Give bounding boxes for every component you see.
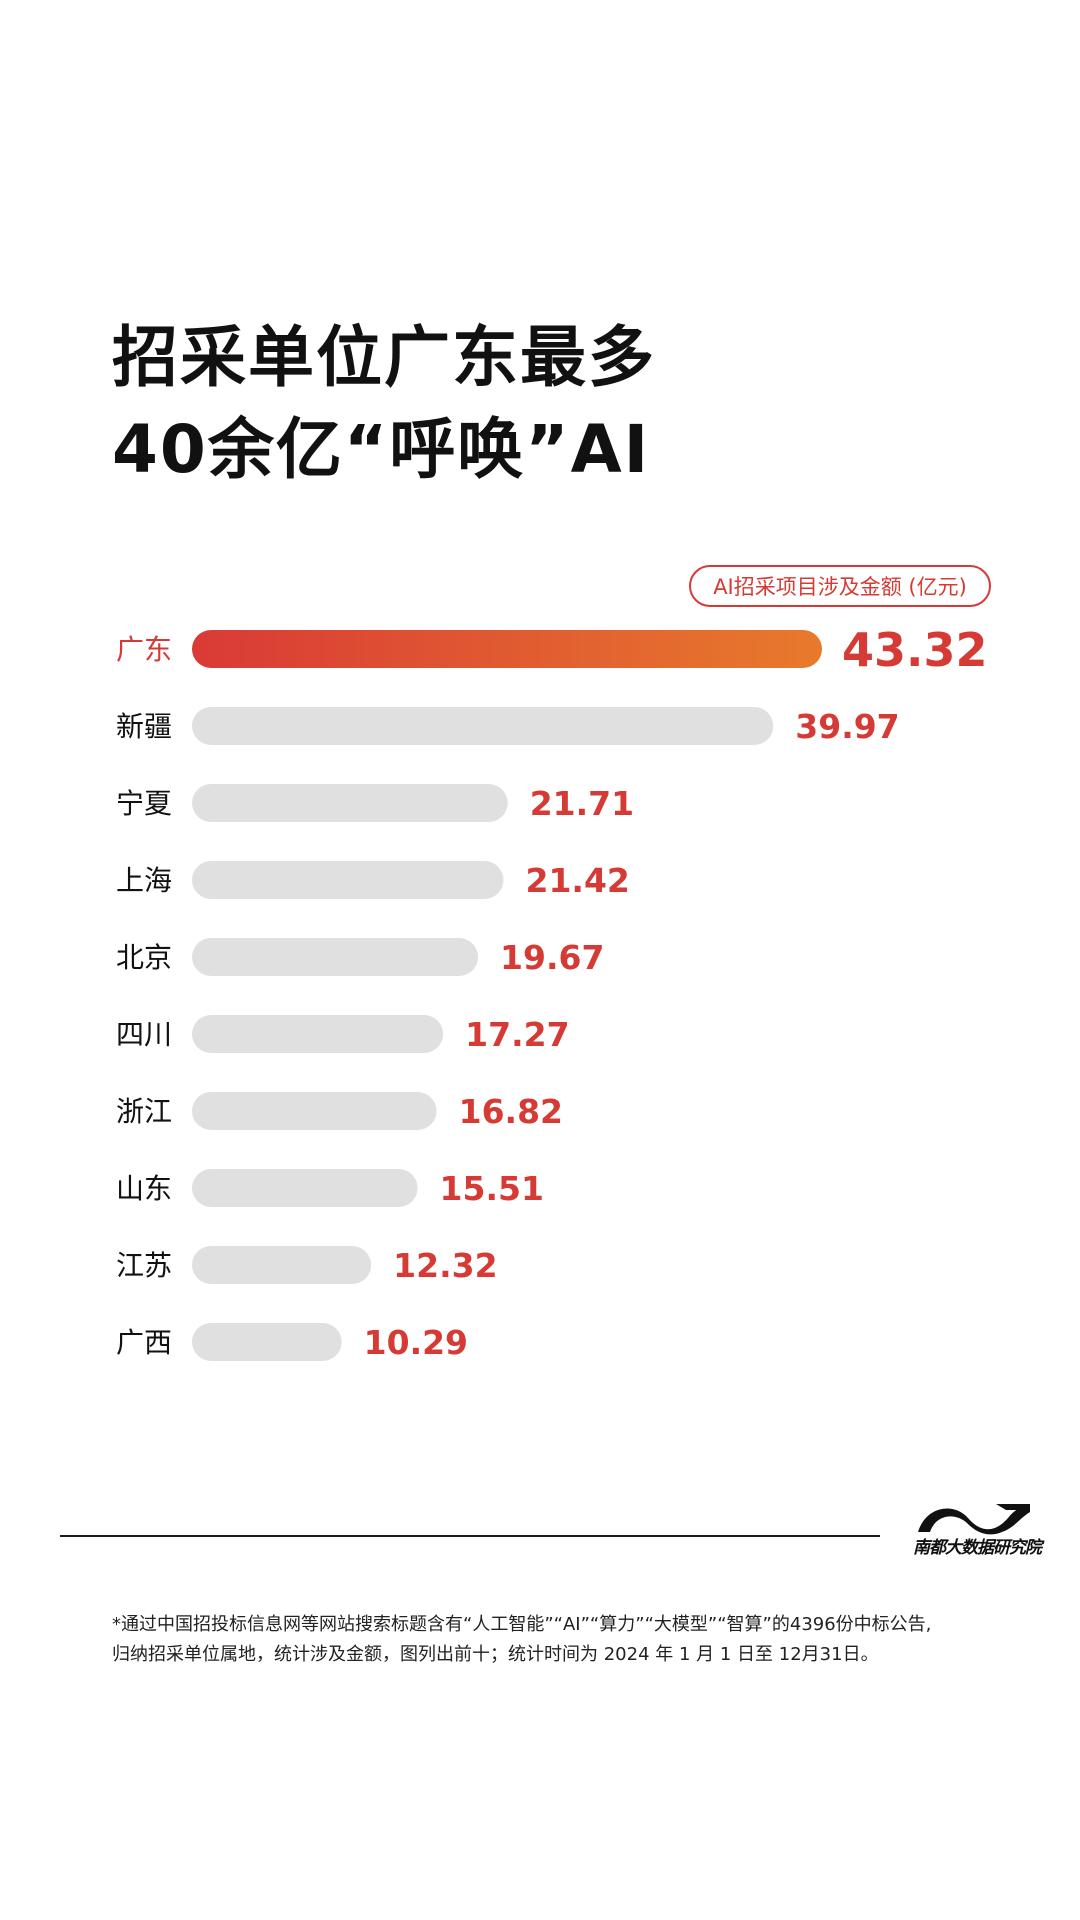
category-label: 江苏 (116, 1249, 172, 1282)
footnote: *通过中国招投标信息网等网站搜索标题含有“人工智能”“AI”“算力”“大模型”“… (112, 1610, 1042, 1670)
category-label: 四川 (116, 1018, 172, 1051)
category-label: 宁夏 (116, 787, 172, 820)
bar (192, 630, 822, 668)
category-label: 北京 (116, 941, 172, 974)
bar (192, 1015, 444, 1053)
value-label: 12.32 (393, 1246, 497, 1285)
bar (192, 1092, 437, 1130)
bar (192, 861, 504, 899)
logo-text: 南都大数据研究院 (913, 1538, 1042, 1558)
value-label: 16.82 (459, 1092, 563, 1131)
legend-pill: AI招采项目涉及金额 (亿元) (689, 565, 991, 607)
footnote-line-1: *通过中国招投标信息网等网站搜索标题含有“人工智能”“AI”“算力”“大模型”“… (112, 1614, 932, 1635)
bar (192, 1323, 342, 1361)
bar (192, 938, 479, 976)
page-title: 招采单位广东最多 40余亿“呼唤”AI (112, 312, 656, 496)
legend-pill-border (689, 565, 991, 607)
bar (192, 1246, 372, 1284)
bar (192, 784, 508, 822)
bar (192, 707, 774, 745)
footnote-line-2: 归纳招采单位属地，统计涉及金额，图列出前十；统计时间为 2024 年 1 月 1… (112, 1644, 879, 1665)
category-label: 上海 (116, 864, 172, 897)
value-label: 21.71 (530, 784, 634, 823)
value-label: 15.51 (440, 1169, 544, 1208)
value-label: 21.42 (526, 861, 630, 900)
nandu-wave-logo-icon (918, 1504, 1030, 1535)
value-label: 43.32 (842, 623, 988, 677)
bar-chart: AI招采项目涉及金额 (亿元) 广东 43.32 新疆 39.97 宁夏 21.71 上海 2… (116, 565, 991, 1362)
value-label: 19.67 (500, 938, 604, 977)
category-label: 广东 (116, 633, 172, 666)
value-label: 39.97 (795, 707, 899, 746)
title-line-2: 40余亿“呼唤”AI (112, 411, 651, 488)
category-label: 山东 (116, 1172, 172, 1205)
footer-divider (60, 1535, 880, 1537)
category-label: 新疆 (116, 710, 172, 743)
bars-group: 广东 43.32 新疆 39.97 宁夏 21.71 上海 21.42 北京 19.67 四川 17.… (116, 623, 988, 1362)
value-label: 10.29 (364, 1323, 468, 1362)
category-label: 广西 (116, 1326, 172, 1359)
bar (192, 1169, 418, 1207)
title-line-1: 招采单位广东最多 (112, 319, 656, 396)
legend-pill-label: AI招采项目涉及金额 (亿元) (713, 575, 967, 599)
category-label: 浙江 (116, 1095, 172, 1128)
value-label: 17.27 (465, 1015, 569, 1054)
